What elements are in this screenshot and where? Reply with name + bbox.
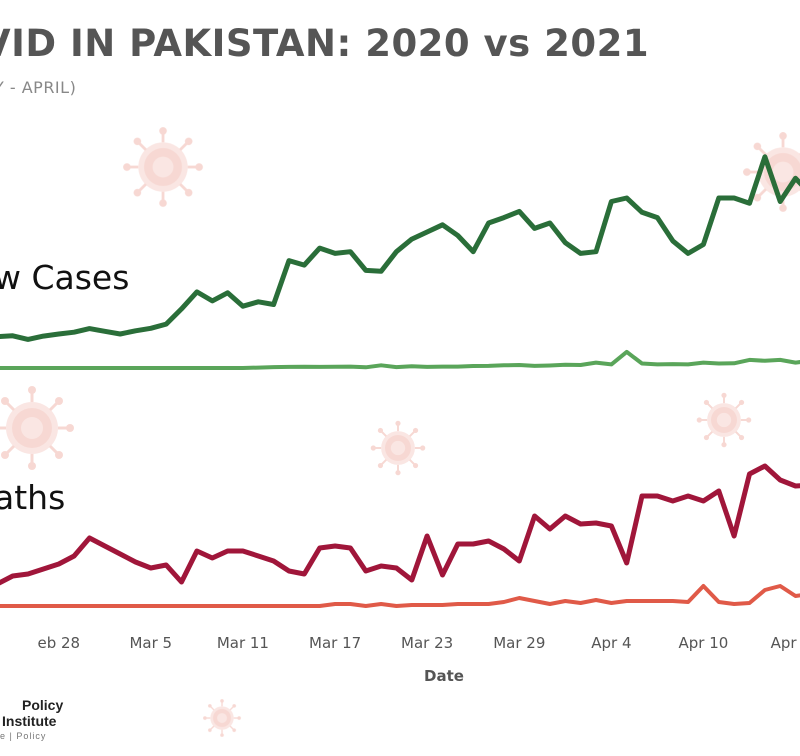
x-tick-label: Mar 11	[217, 634, 269, 652]
cases-2020-line	[0, 349, 800, 370]
virus-icon	[202, 698, 242, 738]
x-tick-label: Mar 23	[401, 634, 453, 652]
page-subtitle: Y - APRIL)	[0, 78, 77, 97]
virus-icon	[369, 419, 427, 477]
virus-icon	[0, 384, 76, 472]
page-title: VID IN PAKISTAN: 2020 vs 2021	[0, 22, 650, 65]
x-tick-label: Apr 4	[591, 634, 631, 652]
logo-line-3: e | Policy	[0, 731, 47, 741]
deaths-2020-line	[0, 584, 800, 608]
deaths-chart	[0, 463, 800, 608]
x-axis-title: Date	[424, 667, 464, 685]
logo-line-1: Policy	[22, 697, 64, 713]
cases-2021-line	[0, 154, 800, 342]
x-tick-label: Apr 10	[678, 634, 728, 652]
virus-icon	[695, 391, 753, 449]
x-tick-label: Mar 17	[309, 634, 361, 652]
deaths-series-label: aths	[0, 478, 66, 517]
x-axis: eb 28 Mar 5 Mar 11 Mar 17 Mar 23 Mar 29 Apr 4 A…	[37, 634, 800, 685]
cases-chart	[0, 154, 800, 370]
deaths-2021-line	[0, 463, 800, 586]
x-tick-label: Apr 16	[771, 634, 800, 652]
virus-icon	[121, 125, 205, 209]
cases-series-label: w Cases	[0, 258, 130, 297]
logo-line-2: Institute	[2, 713, 57, 729]
x-tick-label: Mar 5	[129, 634, 172, 652]
x-tick-label: eb 28	[37, 634, 80, 652]
x-tick-label: Mar 29	[493, 634, 545, 652]
